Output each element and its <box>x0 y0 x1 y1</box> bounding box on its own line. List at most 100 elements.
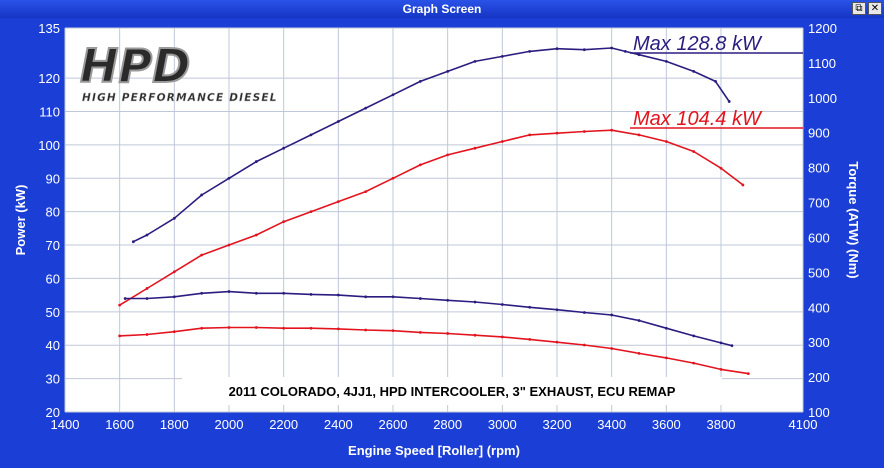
data-point-torque-low <box>227 326 231 329</box>
data-point-torque-high <box>664 326 668 330</box>
data-point-torque-low <box>446 332 450 335</box>
y-tick-label: 80 <box>46 205 60 220</box>
data-point-power-low <box>418 163 422 167</box>
y-axis-title: Power (kW) <box>13 185 28 256</box>
y2-tick-label: 800 <box>808 161 830 176</box>
data-point-power-low <box>664 140 668 143</box>
data-point-torque-high <box>391 295 395 299</box>
data-point-power-high <box>582 48 586 52</box>
data-point-torque-low <box>582 343 586 347</box>
data-point-torque-high <box>692 334 696 338</box>
x-tick-label: 1800 <box>160 417 189 432</box>
y-axis-right: 100 200 300 400 500 600 700 800 900 1000 1100 1200 <box>808 21 837 420</box>
data-point-torque-low <box>118 334 122 338</box>
y-tick-label: 110 <box>39 104 60 119</box>
close-icon[interactable]: ✕ <box>868 2 882 15</box>
y2-tick-label: 600 <box>808 230 830 245</box>
data-point-torque-high <box>555 308 559 312</box>
data-point-torque-high <box>227 290 231 293</box>
x-tick-label: 2600 <box>379 417 408 432</box>
data-point-power-low <box>741 183 745 187</box>
y2-tick-label: 1000 <box>808 91 837 106</box>
data-point-torque-low <box>473 333 477 337</box>
x-tick-label: 1400 <box>51 417 80 432</box>
y2-tick-label: 500 <box>808 265 830 280</box>
data-point-power-low <box>364 190 368 194</box>
data-point-torque-low <box>254 326 258 329</box>
y-tick-label: 90 <box>46 171 60 186</box>
data-point-torque-low <box>555 340 559 344</box>
y-tick-label: 100 <box>38 138 60 153</box>
data-point-torque-low <box>309 326 313 330</box>
series-line-torque-low <box>119 326 749 375</box>
data-point-power-low <box>282 220 286 224</box>
data-point-power-low <box>200 253 204 257</box>
x-tick-label: 3800 <box>707 417 736 432</box>
data-point-torque-low <box>528 337 532 341</box>
x-tick-label: 2800 <box>433 417 462 432</box>
data-point-power-high <box>172 216 176 220</box>
data-point-torque-low <box>145 333 149 336</box>
caption-box: 2011 COLORADO, 4JJ1, HPD INTERCOOLER, 3"… <box>182 377 722 405</box>
series-line-power-low <box>119 129 744 306</box>
series-line-torque-high <box>125 290 733 347</box>
logo-text: HPD <box>80 39 190 93</box>
caption-background <box>182 377 722 405</box>
data-point-torque-high <box>528 305 532 309</box>
data-point-torque-low <box>664 356 668 360</box>
data-point-power-low <box>145 287 149 290</box>
data-point-power-low <box>473 146 477 150</box>
data-point-power-low <box>610 128 614 132</box>
data-point-torque-high <box>500 303 504 306</box>
y2-tick-label: 900 <box>808 126 830 141</box>
x-tick-label: 3200 <box>543 417 572 432</box>
y2-tick-label: 700 <box>808 196 830 211</box>
annotation-group: Max 128.8 kW Max 104.4 kW <box>630 33 803 130</box>
data-point-torque-low <box>336 327 340 331</box>
data-point-power-high <box>418 80 422 83</box>
x-axis-title: Engine Speed [Roller] (rpm) <box>348 443 520 458</box>
window-title: Graph Screen <box>402 2 482 16</box>
data-point-power-high <box>364 106 368 110</box>
x-tick-label: 3400 <box>597 417 626 432</box>
y-tick-label: 70 <box>46 238 60 253</box>
data-point-power-high <box>623 49 627 53</box>
data-point-power-low <box>637 133 641 137</box>
data-point-power-low <box>172 270 176 274</box>
data-point-power-high <box>714 80 717 83</box>
data-point-power-high <box>391 93 395 97</box>
y2-tick-label: 100 <box>808 405 830 420</box>
data-point-torque-low <box>637 351 641 355</box>
data-point-torque-high <box>473 300 477 304</box>
x-tick-label: 4100 <box>789 417 818 432</box>
data-point-power-low <box>309 210 313 214</box>
data-point-power-high <box>727 100 731 103</box>
y2-tick-label: 1100 <box>808 56 836 71</box>
data-point-torque-low <box>364 328 368 332</box>
data-point-power-high <box>336 120 340 123</box>
data-point-power-high <box>610 46 614 50</box>
data-point-power-high <box>254 160 258 163</box>
x-tick-label: 2400 <box>324 417 353 432</box>
y2-tick-label: 300 <box>808 335 830 350</box>
data-point-torque-high <box>637 319 641 322</box>
data-point-power-high <box>200 193 204 197</box>
x-tick-label: 2200 <box>269 417 298 432</box>
max-label-1: Max 104.4 kW <box>633 108 763 130</box>
data-point-torque-high <box>336 293 340 297</box>
data-point-power-high <box>227 176 231 180</box>
x-axis: 1400 1600 1800 2000 2200 2400 2600 2800 3000 3200… <box>51 417 818 432</box>
data-point-torque-high <box>582 311 586 314</box>
data-point-power-low <box>500 140 504 143</box>
restore-icon[interactable]: ⧉ <box>852 2 866 15</box>
data-point-torque-low <box>172 330 176 334</box>
data-point-power-low <box>227 243 231 247</box>
y-tick-label: 120 <box>38 71 60 86</box>
data-point-torque-high <box>145 297 149 300</box>
x-tick-label: 2000 <box>215 417 244 432</box>
data-point-power-high <box>500 54 504 58</box>
data-point-power-low <box>528 133 532 137</box>
caption-text: 2011 COLORADO, 4JJ1, HPD INTERCOOLER, 3"… <box>229 384 676 399</box>
data-point-power-high <box>692 70 696 73</box>
